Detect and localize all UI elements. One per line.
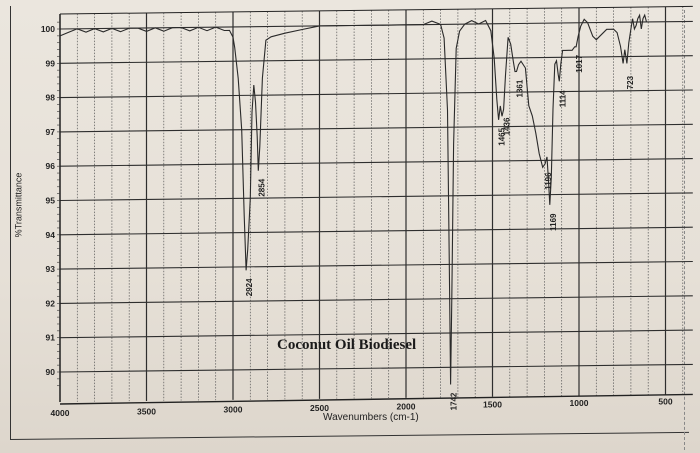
- svg-text:4000: 4000: [51, 408, 70, 418]
- y-axis-label: %Transmittance: [13, 172, 24, 238]
- svg-text:1742: 1742: [450, 392, 459, 410]
- svg-text:723: 723: [626, 75, 635, 89]
- svg-text:90: 90: [46, 367, 56, 377]
- svg-text:3500: 3500: [137, 406, 156, 416]
- svg-text:500: 500: [658, 396, 672, 406]
- svg-text:1169: 1169: [549, 213, 558, 231]
- svg-text:1196: 1196: [544, 172, 553, 190]
- svg-text:93: 93: [46, 264, 56, 274]
- x-axis-label: Wavenumbers (cm-1): [323, 412, 419, 423]
- svg-text:1361: 1361: [516, 79, 525, 97]
- chart-axes: [57, 5, 693, 405]
- svg-text:1114: 1114: [558, 90, 567, 107]
- svg-text:2500: 2500: [310, 403, 329, 413]
- spectrum-line: [59, 13, 648, 385]
- svg-text:91: 91: [46, 333, 56, 343]
- svg-text:99: 99: [46, 58, 56, 68]
- svg-text:100: 100: [41, 24, 55, 34]
- svg-text:1436: 1436: [503, 117, 512, 135]
- svg-text:94: 94: [46, 230, 56, 240]
- svg-text:92: 92: [46, 298, 56, 308]
- svg-text:1465: 1465: [498, 127, 507, 145]
- page-edge: [684, 10, 685, 450]
- svg-text:3000: 3000: [224, 405, 243, 415]
- svg-text:2924: 2924: [245, 278, 254, 296]
- svg-text:2854: 2854: [257, 178, 266, 196]
- svg-text:1000: 1000: [570, 398, 589, 408]
- svg-text:96: 96: [46, 161, 56, 171]
- svg-text:98: 98: [46, 93, 56, 103]
- svg-text:2000: 2000: [397, 401, 416, 411]
- svg-text:1017: 1017: [575, 54, 584, 72]
- svg-text:95: 95: [46, 196, 56, 206]
- chart-title: Coconut Oil Biodiesel: [277, 337, 417, 353]
- svg-text:97: 97: [46, 127, 56, 137]
- svg-text:1500: 1500: [483, 400, 502, 410]
